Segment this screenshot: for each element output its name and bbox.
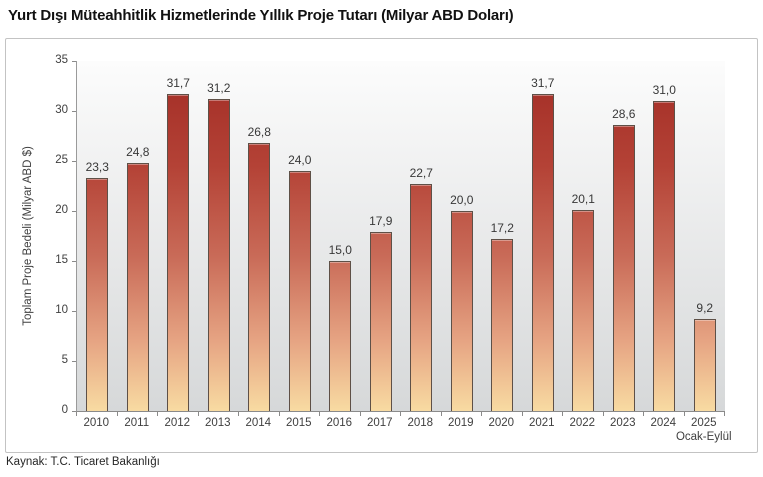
x-tick-label: 2012 — [164, 417, 191, 429]
x-tick-mark — [278, 412, 280, 416]
source-note: Kaynak: T.C. Ticaret Bakanlığı — [6, 456, 160, 468]
x-tick-mark — [481, 412, 482, 416]
x-tick-mark — [683, 412, 685, 416]
x-tick-mark — [643, 412, 644, 416]
x-tick-label: 2010 — [83, 417, 110, 429]
bar-2010 — [86, 178, 109, 411]
plot-area: 23,3 24,8 31,7 31,2 26,8 24,0 15,0 17,9 22,7 20,0… — [76, 61, 725, 412]
y-tick-mark — [72, 311, 76, 312]
bar-2011 — [126, 163, 149, 411]
bar-value-label: 17,9 — [369, 214, 393, 228]
y-tick-mark — [72, 161, 76, 162]
bar-value-label: 9,2 — [696, 301, 714, 315]
x-tick-mark — [562, 412, 563, 416]
bar-2020 — [491, 239, 514, 411]
bar-2017 — [369, 232, 392, 411]
bar-value-label: 17,2 — [490, 221, 514, 235]
x-tick-mark — [116, 412, 118, 416]
x-tick-mark — [319, 412, 320, 416]
x-tick-mark — [76, 412, 77, 416]
bar-value-label: 31,0 — [652, 83, 676, 97]
y-tick-label: 25 — [55, 154, 68, 166]
y-tick-label: 15 — [55, 254, 68, 266]
x-tick-mark — [521, 412, 523, 416]
bar-2023 — [612, 125, 635, 411]
bar-2018 — [410, 184, 433, 411]
x-tick-mark — [238, 412, 239, 416]
x-tick-label: 2014 — [245, 417, 272, 429]
x-tick-mark — [197, 412, 199, 416]
bar-value-label: 20,1 — [571, 192, 595, 206]
x-tick-label: 2019 — [447, 417, 474, 429]
bar-value-label: 15,0 — [328, 243, 352, 257]
bar-2022 — [572, 210, 595, 411]
y-tick-label: 0 — [61, 404, 68, 416]
x-tick-mark — [359, 412, 361, 416]
y-tick-label: 30 — [55, 104, 68, 116]
bar-2019 — [450, 211, 473, 411]
y-tick-mark — [72, 261, 76, 262]
bar-value-label: 31,7 — [531, 76, 555, 90]
bar-2021 — [531, 94, 554, 411]
x-tick-label: 2022 — [569, 417, 596, 429]
bar-2015 — [288, 171, 311, 411]
x-tick-label: 2016 — [326, 417, 353, 429]
y-axis-label: Toplam Proje Bedeli (Milyar ABD $) — [22, 146, 34, 326]
x-tick-mark — [602, 412, 604, 416]
y-tick-mark — [72, 211, 76, 212]
x-tick-mark — [157, 412, 158, 416]
x-tick-mark — [400, 412, 401, 416]
x-tick-label: 2021 — [528, 417, 555, 429]
bar-2013 — [207, 99, 230, 411]
bar-value-label: 26,8 — [247, 125, 271, 139]
x-tick-label: 2024 — [650, 417, 677, 429]
x-tick-label: 2025 — [690, 417, 717, 429]
bar-2024 — [653, 101, 676, 411]
bar-value-label: 22,7 — [409, 166, 433, 180]
x-tick-label: 2020 — [488, 417, 515, 429]
y-tick-mark — [72, 411, 76, 412]
x-tick-label: 2017 — [366, 417, 393, 429]
x-tick-mark — [440, 412, 442, 416]
x-tick-label: 2015 — [285, 417, 312, 429]
x-tick-label: 2023 — [609, 417, 636, 429]
y-tick-label: 20 — [55, 204, 68, 216]
bar-value-label: 31,2 — [207, 81, 231, 95]
bar-2014 — [248, 143, 271, 411]
x-tick-sublabel: Ocak-Eylül — [675, 431, 732, 443]
bar-2012 — [167, 94, 190, 411]
bar-value-label: 28,6 — [612, 107, 636, 121]
chart-frame: Toplam Proje Bedeli (Milyar ABD $) 23,3 2… — [5, 38, 758, 453]
x-tick-mark — [724, 412, 725, 416]
y-tick-mark — [72, 361, 76, 362]
bar-value-label: 20,0 — [450, 193, 474, 207]
bar-2016 — [329, 261, 352, 411]
bar-value-label: 24,0 — [288, 153, 312, 167]
bar-value-label: 31,7 — [166, 76, 190, 90]
bar-2025 — [693, 319, 716, 411]
x-tick-label: 2013 — [204, 417, 231, 429]
y-tick-label: 5 — [61, 354, 68, 366]
x-tick-label: 2011 — [124, 417, 150, 429]
y-tick-mark — [72, 111, 76, 112]
bar-value-label: 23,3 — [85, 160, 109, 174]
x-tick-label: 2018 — [407, 417, 434, 429]
y-tick-mark — [72, 61, 76, 62]
bar-value-label: 24,8 — [126, 145, 150, 159]
chart-title: Yurt Dışı Müteahhitlik Hizmetlerinde Yıl… — [8, 7, 514, 24]
y-tick-label: 10 — [55, 304, 68, 316]
y-tick-label: 35 — [55, 54, 68, 66]
